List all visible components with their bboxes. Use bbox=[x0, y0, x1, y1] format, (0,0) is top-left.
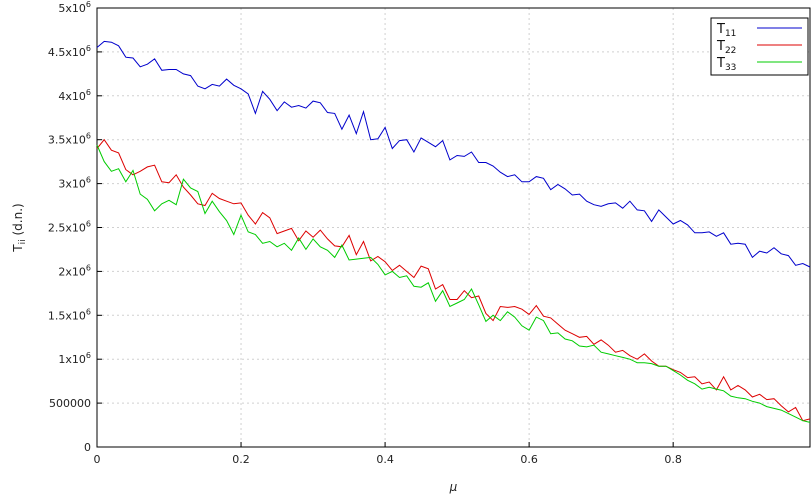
y-tick-label-base: 3.5x10 bbox=[48, 134, 86, 147]
legend-label-sub: 22 bbox=[725, 46, 736, 56]
legend-label-T33: T33 bbox=[716, 56, 736, 73]
y-tick-label-base: 4.5x10 bbox=[48, 46, 86, 59]
y-tick-label-base: 2.5x10 bbox=[48, 222, 86, 235]
x-axis-label: μ bbox=[449, 480, 458, 494]
y-tick-label-exponent: 6 bbox=[86, 263, 91, 272]
legend-label-T22: T22 bbox=[716, 39, 736, 56]
series-line-T33 bbox=[96, 144, 811, 423]
y-axis-label-sub: ii bbox=[18, 239, 28, 244]
y-tick-label-exponent: 6 bbox=[86, 307, 91, 316]
y-tick-label: 3x106 bbox=[58, 176, 91, 191]
legend-label-T11: T11 bbox=[716, 22, 736, 39]
y-tick-label-exponent: 6 bbox=[86, 88, 91, 97]
y-tick-label-base: 4x10 bbox=[58, 90, 86, 103]
x-tick-label: 0.2 bbox=[232, 453, 250, 466]
y-tick-label: 5x106 bbox=[58, 0, 91, 15]
legend-label-main: T bbox=[716, 22, 725, 37]
legend-label-sub: 33 bbox=[725, 63, 736, 73]
series-lines bbox=[96, 40, 811, 423]
series-line-T22 bbox=[96, 138, 811, 422]
y-axis-ticks: 05000001x1061.5x1062x1062.5x1063x1063.5x… bbox=[48, 0, 102, 454]
y-tick-label: 1x106 bbox=[58, 351, 91, 366]
y-axis-label: Tii (d.n.) bbox=[11, 203, 28, 252]
x-tick-label: 0.8 bbox=[664, 453, 682, 466]
legend-label-main: T bbox=[716, 39, 725, 54]
y-axis-label-tail: (d.n.) bbox=[11, 203, 25, 239]
y-tick-label-base: 2x10 bbox=[58, 265, 86, 278]
y-tick-label: 4.5x106 bbox=[48, 44, 91, 59]
y-tick-label: 3.5x106 bbox=[48, 132, 91, 147]
y-tick-label: 2.5x106 bbox=[48, 220, 91, 235]
y-tick-label: 1.5x106 bbox=[48, 307, 91, 322]
y-tick-label-base: 3x10 bbox=[58, 178, 86, 191]
y-tick-label: 500000 bbox=[49, 397, 91, 410]
y-tick-label-exponent: 6 bbox=[86, 0, 91, 9]
y-axis-label-main: T bbox=[11, 244, 25, 253]
y-tick-label-exponent: 6 bbox=[86, 220, 91, 229]
y-tick-label-exponent: 6 bbox=[86, 176, 91, 185]
x-axis-ticks: 0 0.2 0.4 0.6 0.8 bbox=[94, 442, 682, 466]
y-tick-label: 2x106 bbox=[58, 263, 91, 278]
y-tick-label-base: 500000 bbox=[49, 397, 91, 410]
y-tick-label-exponent: 6 bbox=[86, 351, 91, 360]
y-tick-label: 4x106 bbox=[58, 88, 91, 103]
x-tick-label: 0 bbox=[94, 453, 101, 466]
y-tick-label-base: 1x10 bbox=[58, 353, 86, 366]
y-tick-label-base: 1.5x10 bbox=[48, 309, 86, 322]
y-tick-label-base: 0 bbox=[84, 441, 91, 454]
y-tick-label: 0 bbox=[84, 441, 91, 454]
x-tick-label: 0.4 bbox=[376, 453, 394, 466]
y-tick-label-exponent: 6 bbox=[86, 44, 91, 53]
y-tick-label-exponent: 6 bbox=[86, 132, 91, 141]
grid bbox=[97, 8, 810, 447]
legend-label-main: T bbox=[716, 56, 725, 71]
series-line-T11 bbox=[96, 40, 811, 268]
legend-label-sub: 11 bbox=[725, 29, 736, 39]
y-tick-label-base: 5x10 bbox=[58, 2, 86, 15]
x-tick-label: 0.6 bbox=[520, 453, 538, 466]
